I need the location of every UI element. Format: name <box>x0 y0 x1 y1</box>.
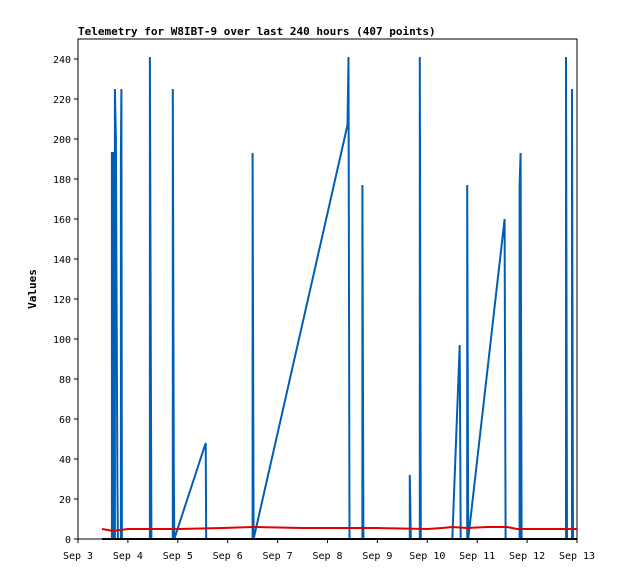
x-tick-label: Sep 11 <box>459 551 495 562</box>
y-tick-label: 40 <box>59 455 71 466</box>
x-tick-label: Sep 5 <box>163 551 193 562</box>
y-axis: 0 20 40 60 80 100 120 140 160 180 200 220 240 <box>53 55 78 546</box>
y-tick-label: 20 <box>59 495 71 506</box>
x-tick-label: Sep 9 <box>362 551 392 562</box>
y-tick-label: 140 <box>53 255 71 266</box>
x-axis: Sep 3 Sep 4 Sep 5 Sep 6 Sep 7 Sep 8 Sep 9 Sep 1… <box>63 539 595 562</box>
y-axis-label: Values <box>26 269 39 309</box>
x-tick-label: Sep 12 <box>509 551 545 562</box>
y-tick-label: 0 <box>65 535 71 546</box>
x-tick-label: Sep 8 <box>312 551 342 562</box>
x-tick-label: Sep 13 <box>559 551 595 562</box>
y-tick-label: 100 <box>53 335 71 346</box>
x-tick-label: Sep 7 <box>263 551 293 562</box>
y-tick-label: 200 <box>53 135 71 146</box>
y-tick-label: 80 <box>59 375 71 386</box>
series-line-1 <box>110 56 574 540</box>
y-tick-label: 60 <box>59 415 71 426</box>
x-tick-label: Sep 4 <box>113 551 143 562</box>
y-tick-label: 160 <box>53 215 71 226</box>
series-line-2 <box>101 525 577 533</box>
y-tick-label: 220 <box>53 95 71 106</box>
x-tick-label: Sep 10 <box>409 551 445 562</box>
x-tick-label: Sep 3 <box>63 551 93 562</box>
series-layer <box>101 56 577 540</box>
plot-frame <box>77 38 578 540</box>
y-tick-label: 120 <box>53 295 71 306</box>
y-tick-label: 180 <box>53 175 71 186</box>
y-tick-label: 240 <box>53 55 71 66</box>
x-tick-label: Sep 6 <box>213 551 243 562</box>
chart-title: Telemetry for W8IBT-9 over last 240 hour… <box>78 25 436 38</box>
